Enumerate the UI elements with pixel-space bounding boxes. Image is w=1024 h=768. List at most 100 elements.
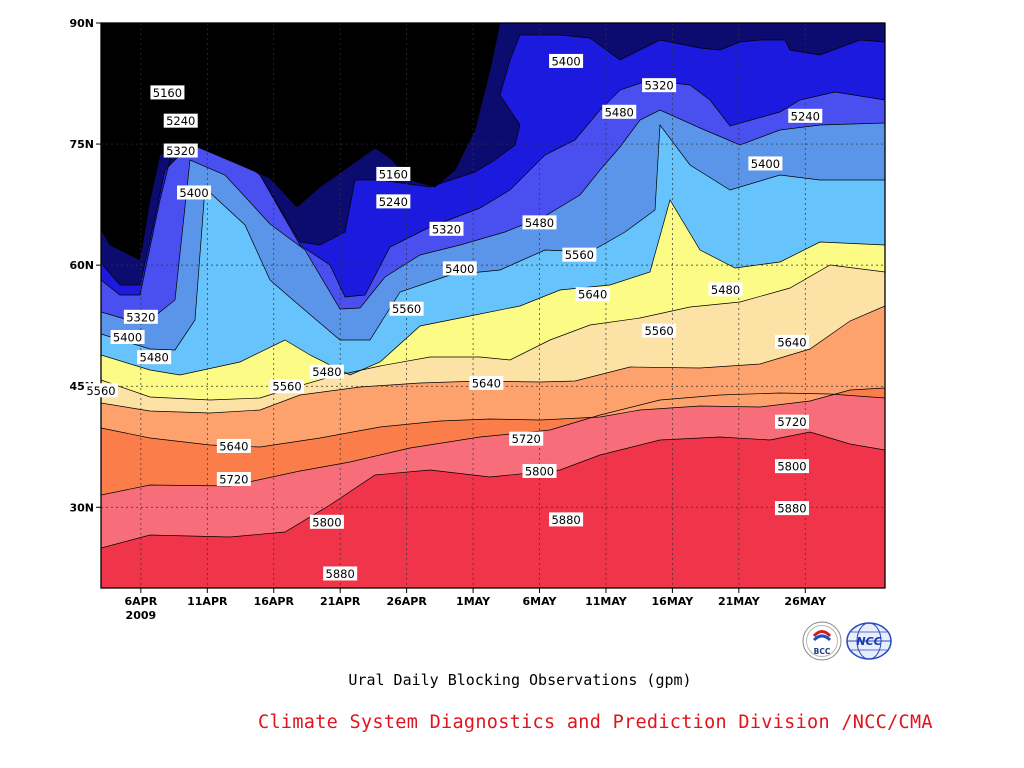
contour-label-text: 5400	[445, 262, 474, 276]
contour-label-text: 5320	[432, 222, 461, 236]
contour-label: 5480	[309, 364, 344, 379]
contour-label-text: 5240	[379, 195, 408, 209]
contour-label: 5400	[442, 261, 477, 276]
contour-label-text: 5480	[605, 105, 634, 119]
contour-label-bg	[84, 383, 118, 398]
contour-label: 5800	[774, 459, 809, 474]
contour-label-text: 5640	[777, 335, 806, 349]
contour-label-text: 5640	[578, 288, 607, 302]
contour-label: 5720	[774, 414, 809, 429]
footer-credit: Climate System Diagnostics and Predictio…	[258, 712, 933, 733]
contour-label: 5560	[389, 301, 424, 316]
contour-label-bg	[602, 104, 637, 119]
contour-label: 5640	[774, 334, 809, 349]
contour-label: 5160	[150, 85, 185, 100]
contour-label: 5880	[549, 512, 584, 527]
contour-label: 5240	[163, 113, 198, 128]
contour-label-bg	[774, 501, 809, 516]
contour-label-bg	[270, 379, 305, 394]
contour-label-text: 5400	[551, 54, 580, 68]
band-undefined	[101, 23, 885, 260]
chart-subtitle: Ural Daily Blocking Observations (gpm)	[348, 671, 692, 689]
contour-label: 5240	[376, 194, 411, 209]
contour-label-text: 5640	[219, 439, 248, 453]
ncc-logo-text: NCC	[856, 635, 881, 648]
contour-label: 5400	[110, 329, 145, 344]
contour-label: 5640	[575, 287, 610, 302]
contour-label-bg	[137, 350, 172, 365]
contour-label-bg	[774, 414, 809, 429]
contour-label-text: 5560	[392, 302, 421, 316]
contour-label-text: 5320	[126, 310, 155, 324]
contour-label: 5400	[549, 53, 584, 68]
y-tick-label: 90N	[69, 17, 94, 30]
y-tick-label: 60N	[69, 259, 94, 272]
contour-label: 5560	[642, 323, 677, 338]
contour-label-bg	[163, 113, 198, 128]
contour-label: 5240	[788, 108, 823, 123]
x-year-label: 2009	[126, 609, 157, 622]
contour-label-text: 5800	[525, 464, 554, 478]
contour-line	[101, 305, 885, 414]
contour-label-bg	[216, 472, 251, 487]
x-tick-label: 16MAY	[652, 595, 695, 608]
contour-label-bg	[522, 463, 557, 478]
contour-label-bg	[309, 364, 344, 379]
contour-label: 5400	[748, 156, 783, 171]
contour-label-bg	[774, 334, 809, 349]
contour-label-bg	[788, 108, 823, 123]
contour-line	[101, 199, 885, 376]
contour-label-bg	[110, 329, 145, 344]
contour-bands	[101, 23, 885, 588]
contour-label-text: 5480	[711, 283, 740, 297]
contour-label-text: 5720	[219, 473, 248, 487]
x-tick-label: 11APR	[187, 595, 228, 608]
plot-frame	[100, 22, 886, 589]
x-tick-label: 11MAY	[585, 595, 628, 608]
contour-label: 5640	[469, 375, 504, 390]
contour-label-bg	[549, 512, 584, 527]
contour-label: 5320	[163, 143, 198, 158]
contour-label: 5480	[522, 215, 557, 230]
contour-label-text: 5560	[644, 324, 673, 338]
contour-label-text: 5240	[166, 114, 195, 128]
contour-label-bg	[562, 247, 597, 262]
y-tick-label: 30N	[69, 501, 94, 514]
contour-label: 5480	[602, 104, 637, 119]
contour-label-bg	[774, 459, 809, 474]
contour-label: 5160	[376, 166, 411, 181]
contour-label-bg	[509, 431, 544, 446]
contour-label-text: 5160	[379, 167, 408, 181]
x-tick-label: 1MAY	[456, 595, 491, 608]
grid-lines	[101, 22, 885, 588]
contour-label: 5400	[177, 185, 212, 200]
contour-label-bg	[642, 78, 677, 93]
x-tick-label: 21MAY	[718, 595, 761, 608]
contour-label-bg	[389, 301, 424, 316]
contour-label-text: 5800	[777, 460, 806, 474]
contour-label-text: 5880	[551, 513, 580, 527]
contour-label-text: 5480	[140, 351, 169, 365]
contour-label-bg	[177, 185, 212, 200]
contour-line	[101, 23, 885, 261]
contour-label-bg	[309, 514, 344, 529]
contour-label-text: 5560	[272, 380, 301, 394]
contour-label-text: 5320	[644, 79, 673, 93]
contour-line	[101, 109, 885, 321]
contour-label: 5800	[522, 463, 557, 478]
contour-label-text: 5480	[525, 216, 554, 230]
contour-label-bg	[442, 261, 477, 276]
contour-label-text: 5560	[565, 248, 594, 262]
contour-label: 5480	[137, 350, 172, 365]
contour-label-bg	[575, 287, 610, 302]
contour-label: 5560	[562, 247, 597, 262]
contour-label-bg	[123, 309, 158, 324]
contour-line	[101, 264, 885, 401]
contour-label-text: 5400	[751, 157, 780, 171]
contour-label-bg	[323, 566, 358, 581]
bcc-logo-icon: BCC	[802, 621, 842, 661]
contour-label: 5320	[642, 78, 677, 93]
x-tick-label: 21APR	[320, 595, 361, 608]
contour-label-text: 5880	[777, 502, 806, 516]
